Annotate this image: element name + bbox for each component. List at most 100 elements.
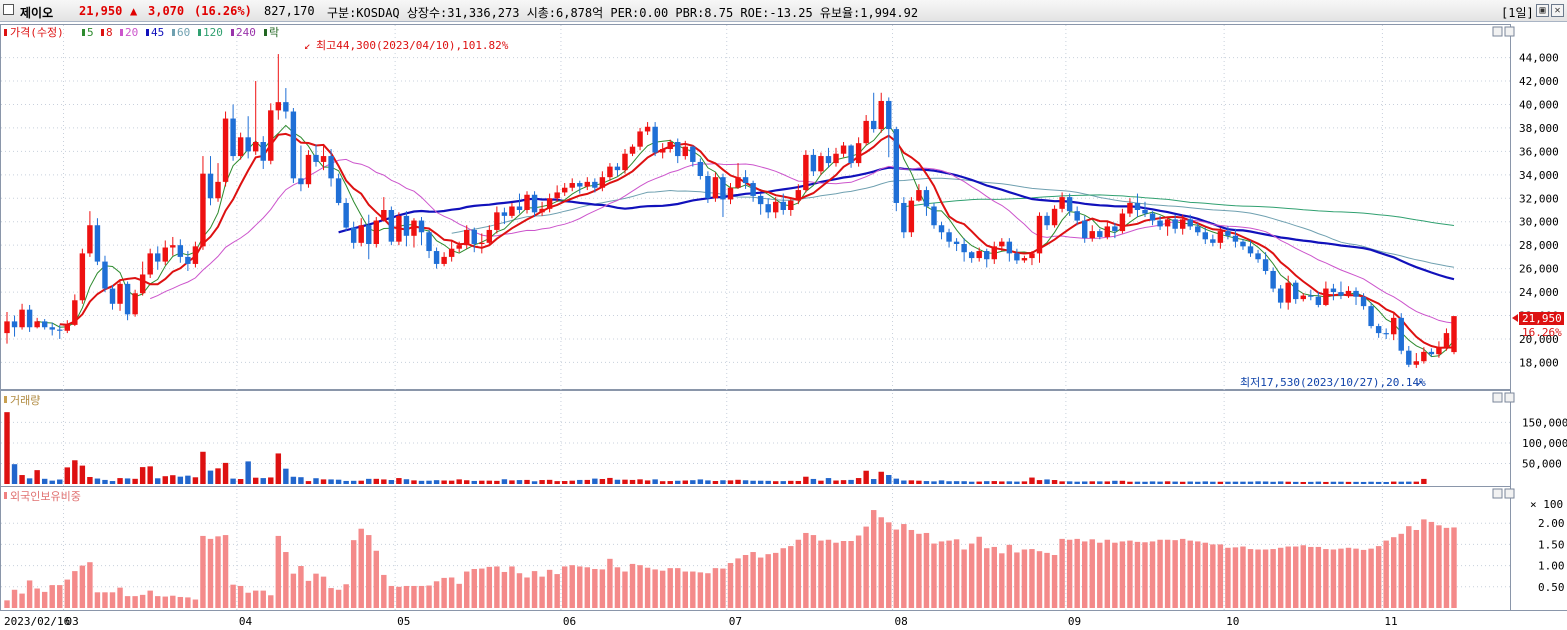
volume-bar: [109, 481, 116, 484]
candle-body: [305, 154, 312, 185]
restore-button[interactable]: ▣: [1536, 4, 1549, 17]
candle: [1134, 193, 1141, 218]
candle: [411, 218, 417, 248]
candle: [72, 294, 78, 327]
volume-bar: [923, 481, 930, 484]
panel-close-button[interactable]: [1504, 488, 1515, 499]
volume-bar: [34, 470, 40, 484]
volume-bar: [373, 478, 379, 484]
candle-body: [1066, 197, 1073, 212]
candle: [471, 227, 477, 253]
panel-minimize-button[interactable]: [1492, 392, 1503, 403]
candle: [1157, 215, 1163, 230]
candle-body: [1330, 288, 1337, 293]
foreign-tick-label: 2.00: [1538, 517, 1565, 530]
select-checkbox[interactable]: [3, 4, 14, 15]
candle: [19, 303, 25, 330]
candle: [607, 163, 613, 181]
candle: [57, 324, 63, 339]
candle: [1089, 225, 1095, 242]
volume-bar: [1187, 481, 1193, 484]
price-tick-label: 38,000: [1519, 122, 1559, 135]
candle: [1247, 240, 1254, 257]
candle: [1210, 234, 1216, 247]
panel-minimize-button[interactable]: [1492, 488, 1503, 499]
foreign-ratio-bar: [41, 591, 48, 608]
candle-body: [810, 154, 817, 172]
panel-minimize-button[interactable]: [1492, 26, 1503, 37]
candle-body: [659, 149, 666, 153]
foreign-ratio-bar: [1345, 547, 1352, 608]
candle: [1142, 201, 1148, 218]
candle: [893, 126, 900, 212]
candle: [1104, 221, 1111, 240]
volume-bar: [931, 481, 937, 484]
candle-body: [1074, 211, 1080, 221]
foreign-ratio-bar: [1112, 542, 1118, 608]
price-legend[interactable]: 가격(수정) 5 8 20 45 60 120 240 락: [4, 26, 279, 39]
volume-bar: [350, 480, 357, 484]
volume-bar: [855, 478, 862, 484]
volume-bar: [501, 479, 508, 484]
price-tick-label: 26,000: [1519, 263, 1559, 276]
price-tick-label: 20,000: [1519, 333, 1559, 346]
candle-body: [200, 173, 206, 247]
volume-bar: [155, 478, 161, 484]
price-panel[interactable]: [4, 54, 1457, 368]
volume-bar: [1225, 481, 1231, 484]
candle: [1262, 252, 1269, 275]
candle: [1300, 293, 1306, 302]
candle: [1014, 248, 1020, 264]
panel-close-button[interactable]: [1504, 392, 1515, 403]
candle-body: [1104, 226, 1111, 237]
candle: [441, 252, 447, 267]
foreign-ratio-bar: [878, 517, 884, 608]
candle: [1225, 226, 1231, 240]
panel-close-button[interactable]: [1504, 26, 1515, 37]
period-selector[interactable]: [1일]: [1501, 6, 1534, 20]
volume-bar: [1247, 481, 1254, 484]
candle-body: [561, 187, 568, 193]
candle-body: [607, 166, 613, 178]
candle-body: [320, 156, 327, 162]
candle: [1368, 302, 1374, 329]
volume-unit: × 100: [1530, 498, 1563, 511]
candle: [34, 317, 40, 329]
foreign-ratio-bar: [1142, 542, 1148, 608]
candle: [290, 108, 297, 184]
foreign-ratio-bar: [727, 563, 734, 608]
volume-panel[interactable]: [4, 412, 1427, 484]
candle-body: [94, 225, 101, 262]
candle-body: [855, 143, 862, 164]
candle-body: [735, 177, 741, 188]
current-price: 21,950: [79, 4, 123, 18]
foreign-ratio-bar: [546, 569, 553, 608]
volume-bar: [592, 478, 598, 484]
candle: [509, 202, 515, 219]
change-percent: (16.26%): [194, 4, 252, 18]
foreign-ownership-panel[interactable]: [4, 510, 1457, 608]
candle-body: [1247, 246, 1254, 254]
candle-body: [1308, 295, 1314, 297]
volume-bar: [283, 468, 289, 484]
candle-body: [577, 183, 583, 187]
stock-name[interactable]: 제이오: [20, 6, 54, 20]
volume-bar: [1044, 479, 1050, 484]
candle-body: [64, 324, 71, 331]
x-tick-label: 05: [397, 615, 410, 628]
foreign-ratio-bar: [607, 558, 613, 608]
close-button[interactable]: ✕: [1551, 4, 1564, 17]
x-tick-label: 06: [563, 615, 576, 628]
candle-body: [479, 242, 485, 244]
candle-body: [1232, 235, 1239, 242]
foreign-ratio-bar: [109, 592, 116, 608]
volume-bar: [94, 478, 101, 484]
candle: [569, 178, 575, 192]
legend-item-label: 240: [236, 26, 256, 39]
volume-bar: [1036, 480, 1043, 484]
volume-bar: [11, 464, 18, 484]
volume-bar: [245, 461, 251, 484]
candle: [1293, 280, 1299, 304]
candle-body: [1210, 239, 1216, 243]
panel-buttons[interactable]: [1492, 26, 1515, 499]
